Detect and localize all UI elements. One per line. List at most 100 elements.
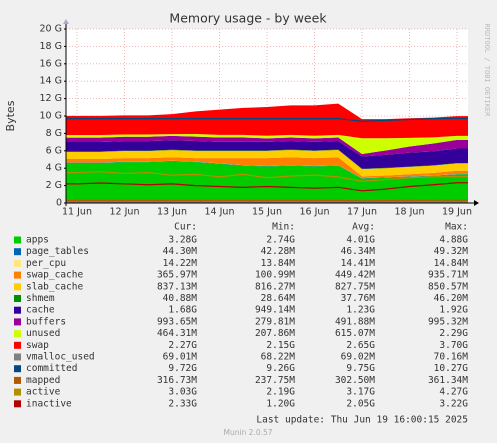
- legend-stat: 949.14M: [255, 305, 295, 316]
- legend-stat: 100.99M: [255, 270, 295, 281]
- legend-swatch: [14, 353, 21, 361]
- legend-stat: 993.65M: [157, 316, 197, 327]
- x-tick-label: 17 Jun: [347, 207, 377, 218]
- legend-stat: 3.22G: [439, 398, 468, 409]
- legend-stat: 44.30M: [163, 246, 198, 257]
- y-arrow: [63, 19, 69, 24]
- legend-label: apps: [26, 235, 49, 246]
- x-tick-label: 11 Jun: [62, 207, 92, 218]
- legend-label: committed: [26, 363, 77, 374]
- legend-stat: 68.22M: [261, 352, 296, 363]
- legend-swatch: [14, 388, 21, 396]
- legend-stat: 449.42M: [335, 270, 375, 281]
- legend-stat: 4.01G: [346, 235, 375, 246]
- y-tick-label: 0: [56, 198, 62, 209]
- column-header: Min:: [272, 222, 295, 233]
- legend-swatch: [14, 400, 21, 408]
- column-header: Max:: [445, 222, 468, 233]
- legend-stat: 3.28G: [168, 235, 197, 246]
- area: [66, 140, 468, 169]
- legend-swatch: [14, 365, 21, 373]
- legend-stat: 9.72G: [168, 363, 197, 374]
- axes: [63, 19, 479, 206]
- y-tick-label: 20 G: [40, 24, 62, 35]
- y-tick-label: 18 G: [40, 41, 62, 52]
- y-tick-label: 12 G: [40, 93, 62, 104]
- legend-stat: 14.41M: [341, 258, 376, 269]
- legend-stat: 302.50M: [335, 375, 375, 386]
- legend-stat: 69.02M: [341, 352, 376, 363]
- line: [66, 182, 468, 192]
- legend-swatch: [14, 318, 21, 326]
- legend: Cur: Min: Avg: Max: apps 3.28G 2.74G 4.01G 4.88G…: [14, 222, 469, 409]
- legend-stat: 4.27G: [439, 387, 468, 398]
- legend-swatch: [14, 248, 21, 256]
- y-tick-label: 2 G: [46, 180, 62, 191]
- legend-swatch: [14, 306, 21, 314]
- area: [66, 160, 468, 179]
- side-text: RRDTOOL / TOBI OETIKER: [483, 24, 491, 118]
- legend-stat: 1.92G: [439, 305, 468, 316]
- legend-stat: 464.31M: [157, 328, 197, 339]
- legend-label: cache: [26, 305, 55, 316]
- legend-stat: 816.27M: [255, 281, 295, 292]
- legend-stat: 2.05G: [346, 398, 375, 409]
- legend-stat: 14.22M: [163, 258, 198, 269]
- legend-swatch: [14, 283, 21, 291]
- legend-stat: 2.33G: [168, 398, 197, 409]
- legend-stat: 995.32M: [428, 316, 468, 327]
- legend-stat: 1.23G: [346, 305, 375, 316]
- x-tick-label: 15 Jun: [252, 207, 282, 218]
- legend-stat: 207.86M: [255, 328, 295, 339]
- legend-swatch: [14, 295, 21, 302]
- y-tick-label: 16 G: [40, 58, 62, 69]
- legend-stat: 28.64M: [261, 293, 296, 304]
- area: [66, 161, 468, 203]
- legend-stat: 13.84M: [261, 258, 296, 269]
- legend-stat: 9.26G: [266, 363, 295, 374]
- legend-stat: 2.19G: [266, 387, 295, 398]
- legend-stat: 615.07M: [335, 328, 375, 339]
- y-tick-label: 14 G: [40, 76, 62, 87]
- legend-label: buffers: [26, 316, 66, 327]
- legend-stat: 2.74G: [266, 235, 295, 246]
- x-tick-label: 19 Jun: [442, 207, 472, 218]
- column-header: Avg:: [352, 222, 375, 233]
- legend-stat: 279.81M: [255, 316, 295, 327]
- legend-swatch: [14, 341, 21, 349]
- legend-label: shmem: [26, 293, 55, 304]
- area: [66, 135, 468, 157]
- legend-stat: 9.75G: [346, 363, 375, 374]
- legend-label: per_cpu: [26, 258, 66, 269]
- area: [66, 150, 468, 177]
- legend-stat: 491.88M: [335, 316, 375, 327]
- legend-stat: 3.17G: [346, 387, 375, 398]
- x-tick-label: 18 Jun: [395, 207, 425, 218]
- last-update: Last update: Thu Jun 19 16:00:15 2025: [256, 415, 468, 426]
- area: [66, 149, 468, 170]
- legend-stat: 14.84M: [434, 258, 469, 269]
- legend-swatch: [14, 259, 21, 267]
- legend-swatch: [14, 271, 21, 279]
- marks: [66, 103, 468, 203]
- line: [66, 171, 468, 182]
- legend-stat: 3.03G: [168, 387, 197, 398]
- legend-stat: 4.88G: [439, 235, 468, 246]
- legend-swatch: [14, 236, 21, 244]
- legend-label: inactive: [26, 398, 72, 409]
- legend-swatch: [14, 376, 21, 384]
- legend-label: swap_cache: [26, 270, 83, 281]
- area: [66, 103, 468, 139]
- legend-label: page_tables: [26, 246, 89, 257]
- legend-stat: 42.28M: [261, 246, 296, 257]
- legend-stat: 2.29G: [439, 328, 468, 339]
- x-tick-label: 13 Jun: [157, 207, 187, 218]
- column-header: Cur:: [174, 222, 197, 233]
- y-tick-label: 4 G: [46, 163, 62, 174]
- legend-stat: 1.68G: [168, 305, 197, 316]
- legend-stat: 37.76M: [341, 293, 376, 304]
- legend-swatch: [14, 330, 21, 338]
- line: [66, 117, 468, 122]
- legend-label: mapped: [26, 375, 60, 386]
- legend-stat: 46.34M: [341, 246, 376, 257]
